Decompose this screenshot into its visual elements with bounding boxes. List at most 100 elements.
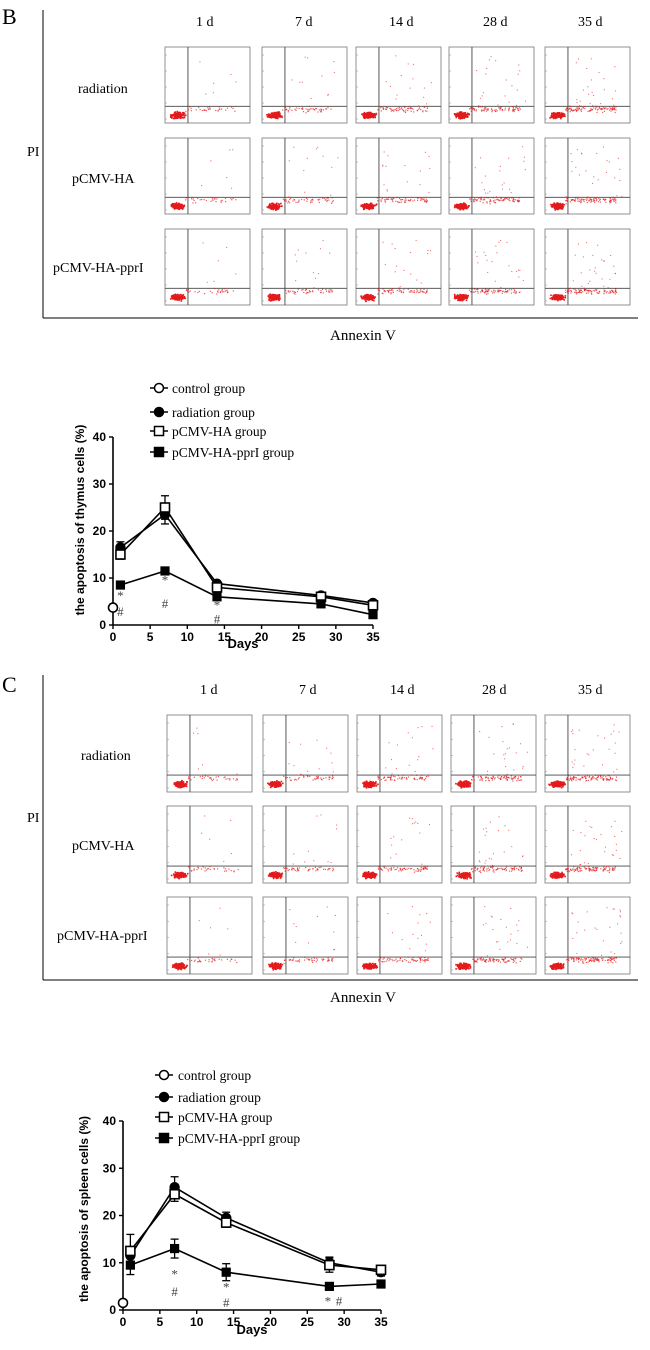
event-dot <box>482 92 484 94</box>
scatter-plot <box>448 46 535 124</box>
event-dot <box>330 194 332 196</box>
event-dot <box>557 205 560 208</box>
event-dot <box>570 290 572 292</box>
event-dot <box>331 197 333 199</box>
event-dot <box>485 254 487 256</box>
event-dot <box>568 108 570 111</box>
event-dot <box>487 770 489 772</box>
event-dot <box>407 63 409 65</box>
event-dot <box>318 109 320 111</box>
panel-b-y-axis-label: PI <box>27 145 40 160</box>
event-dot <box>470 106 472 109</box>
event-dot <box>481 289 483 291</box>
event-dot <box>181 782 183 785</box>
event-dot <box>508 157 510 159</box>
event-dot <box>584 288 586 291</box>
day-label: 35 d <box>578 15 603 30</box>
event-dot <box>179 783 181 785</box>
event-dot <box>483 198 485 200</box>
event-dot <box>291 79 293 81</box>
event-dot <box>189 106 191 108</box>
event-dot <box>201 109 203 112</box>
event-dots <box>550 146 623 211</box>
day-label: 35 d <box>578 683 603 698</box>
event-dot <box>411 774 413 776</box>
event-dot <box>365 300 367 303</box>
event-dot <box>580 291 582 293</box>
event-dot <box>460 111 462 113</box>
event-dot <box>173 116 176 119</box>
event-dots <box>170 242 237 302</box>
panel-c-x-axis-label: Annexin V <box>330 990 396 1006</box>
event-dot <box>307 198 309 200</box>
event-dot <box>516 780 518 782</box>
event-dot <box>417 290 419 292</box>
event-dot <box>301 198 303 201</box>
event-dot <box>269 783 271 785</box>
event-dot <box>309 108 311 110</box>
event-dot <box>389 107 391 109</box>
event-dot <box>521 779 523 781</box>
event-dot <box>318 273 320 275</box>
series-control-group <box>107 602 119 613</box>
event-dot <box>563 204 565 206</box>
event-dot <box>214 198 216 200</box>
event-dot <box>473 199 475 201</box>
day-label: 14 d <box>390 683 415 698</box>
event-dot <box>582 256 584 258</box>
event-dot <box>374 115 376 117</box>
event-dot <box>508 197 510 199</box>
event-dot <box>176 295 178 297</box>
event-dot <box>369 113 371 115</box>
event-dot <box>273 296 276 299</box>
event-dot <box>317 111 319 113</box>
event-dot <box>596 199 598 201</box>
event-dot <box>562 784 564 786</box>
event-dot <box>461 115 464 118</box>
event-dot <box>566 108 568 110</box>
event-dot <box>362 782 364 784</box>
event-dot <box>191 196 193 198</box>
event-dot <box>488 59 490 61</box>
event-dot <box>170 298 172 300</box>
event-dot <box>319 198 321 200</box>
event-dot <box>404 201 406 204</box>
event-dot <box>290 779 293 781</box>
event-dot <box>287 109 289 112</box>
event-dot <box>197 291 199 294</box>
event-dot <box>614 290 616 292</box>
event-dot <box>508 107 511 109</box>
event-dot <box>597 776 599 778</box>
event-dot <box>181 296 183 299</box>
event-dot <box>174 115 176 118</box>
event-dot <box>175 203 178 206</box>
event-dot <box>407 110 409 112</box>
event-dot <box>408 106 410 108</box>
event-dot <box>479 779 481 781</box>
event-dot <box>372 783 374 785</box>
event-dot <box>315 778 317 780</box>
event-dot <box>365 116 368 119</box>
event-dot <box>412 78 414 80</box>
event-dot <box>399 289 401 291</box>
significance-marker: # <box>117 604 124 619</box>
event-dot <box>326 200 328 202</box>
event-dot <box>504 291 506 293</box>
event-dot <box>511 197 513 199</box>
event-dot <box>595 197 597 199</box>
event-dot <box>322 777 325 779</box>
event-dot <box>587 292 589 294</box>
event-dot <box>565 108 567 110</box>
event-dot <box>459 293 461 296</box>
event-dot <box>324 199 326 201</box>
event-dot <box>269 204 272 206</box>
event-dot <box>555 203 558 205</box>
event-dot <box>285 108 288 110</box>
event-dot <box>369 116 371 119</box>
event-dot <box>551 114 553 117</box>
event-dot <box>390 289 392 291</box>
event-dot <box>614 66 616 68</box>
event-dot <box>402 292 405 294</box>
event-dot <box>604 198 606 200</box>
event-dot <box>409 87 411 89</box>
